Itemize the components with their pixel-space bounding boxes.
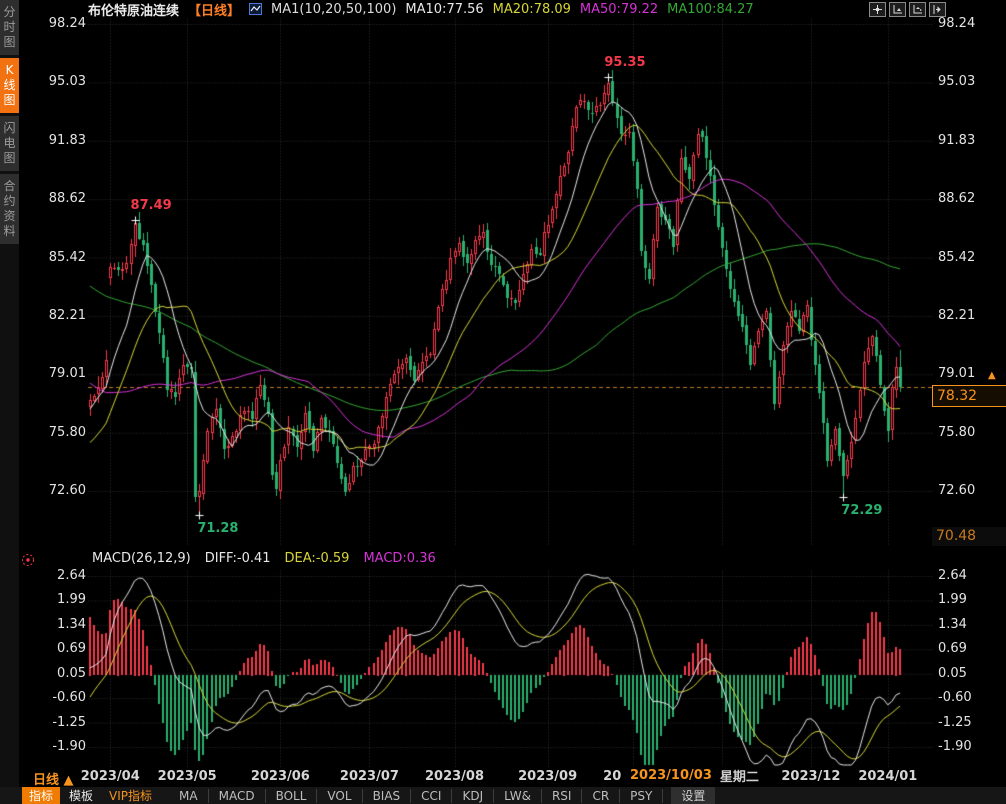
price-axis-label: 72.60 xyxy=(48,483,86,498)
bottom-tab-0[interactable]: 指标 xyxy=(22,787,61,804)
dea-value: DEA:-0.59 xyxy=(284,551,350,566)
price-axis-label: 88.62 xyxy=(938,191,976,207)
macd-axis-label: 1.99 xyxy=(57,592,86,608)
period-selector[interactable]: 日线 ▲ xyxy=(33,773,74,788)
bottom-tab-2[interactable]: VIP指标 xyxy=(109,789,153,803)
indicator-tab-macd[interactable]: MACD xyxy=(209,788,266,803)
chart-toolbar xyxy=(869,2,946,17)
price-axis-label: 79.01 xyxy=(48,366,86,382)
crosshair-icon[interactable] xyxy=(869,2,886,17)
line-chart-icon xyxy=(249,3,263,15)
macd-axis-label: -0.60 xyxy=(52,690,86,706)
indicator-tab-rsi[interactable]: RSI xyxy=(542,788,583,803)
macd-axis-label: 1.34 xyxy=(938,616,967,632)
month-label: 2023/05 xyxy=(157,769,217,784)
zoom-axis-icon[interactable] xyxy=(889,2,906,17)
month-label: 2023/06 xyxy=(250,769,310,784)
price-axis-label: 75.80 xyxy=(48,424,86,440)
ma-values: MA10:77.56 MA20:78.09 MA50:79.22 MA100:84.2… xyxy=(405,2,753,17)
macd-params-label[interactable]: MACD(26,12,9) xyxy=(92,551,191,566)
ma-value-2: MA50:79.22 xyxy=(579,1,659,17)
macd-axis-label: -1.25 xyxy=(52,714,86,730)
month-label: 2023/08 xyxy=(424,769,485,784)
sidebar-item-2[interactable]: 闪电图 xyxy=(0,116,19,171)
indicator-tab-kdj[interactable]: KDJ xyxy=(452,788,495,803)
macd-axis-label: -1.90 xyxy=(52,739,86,754)
ma-value-3: MA100:84.27 xyxy=(667,1,754,17)
macd-axis-label: 0.05 xyxy=(938,665,967,681)
price-axis-label: 75.80 xyxy=(938,424,976,440)
indicator-tab-vol[interactable]: VOL xyxy=(317,788,363,803)
macd-axis-label: 2.64 xyxy=(57,568,86,583)
price-axis-label: 82.21 xyxy=(48,307,86,323)
price-axis-label: 91.83 xyxy=(48,132,86,148)
current-price-box: 78.32 xyxy=(932,385,1006,407)
macd-axis-label: 1.99 xyxy=(938,592,967,608)
price-axis-label: 72.60 xyxy=(938,483,976,498)
indicator-tab-cr[interactable]: CR xyxy=(582,788,621,803)
indicator-tab-ma[interactable]: MA xyxy=(169,788,209,803)
macd-axis-label: -0.60 xyxy=(938,690,972,706)
month-label: 2023/07 xyxy=(339,769,399,784)
price-axis-label: 85.42 xyxy=(48,249,86,265)
macd-axis-label: -1.90 xyxy=(938,739,972,754)
month-label: 2023/04 xyxy=(80,769,140,784)
indicator-tab-psy[interactable]: PSY xyxy=(620,788,664,803)
indicator-tab-bias[interactable]: BIAS xyxy=(363,788,412,803)
pan-axis-icon[interactable] xyxy=(909,2,926,17)
indicator-settings-icon[interactable] xyxy=(20,552,36,572)
price-axis-label: 95.03 xyxy=(48,74,86,90)
ma-value-1: MA20:78.09 xyxy=(492,1,571,17)
month-label: 2024/01 xyxy=(858,769,918,784)
chart-title-bar: 布伦特原油连续 【日线】 MA1(10,20,50,100) MA10:77.5… xyxy=(88,1,754,19)
macd-axis-label: -1.25 xyxy=(938,714,972,730)
price-axis-label: 88.62 xyxy=(48,191,86,207)
bottom-tab-1[interactable]: 模板 xyxy=(69,789,94,803)
diff-value: DIFF:-0.41 xyxy=(204,551,271,566)
price-axis-label: 95.03 xyxy=(938,74,976,90)
price-axis-label: 91.83 xyxy=(938,132,976,148)
date-tooltip: 2023/10/03 星期二 xyxy=(622,766,767,785)
sidebar-item-1[interactable]: K线图 xyxy=(0,58,19,113)
macd-axis-label: 0.69 xyxy=(57,641,86,657)
low-price-annotation: 72.29 xyxy=(841,502,883,518)
macd-axis-label: 2.64 xyxy=(938,568,967,583)
low-price-annotation: 71.28 xyxy=(197,521,239,537)
indicator-tab-lw[interactable]: LW& xyxy=(494,788,542,803)
high-price-annotation: 95.35 xyxy=(604,54,646,70)
tooltip-date: 2023/10/03 xyxy=(630,768,712,783)
month-label: 2023/12 xyxy=(781,769,841,784)
month-label: 2023/09 xyxy=(518,769,578,784)
price-axis-label: 82.21 xyxy=(938,307,976,323)
current-price-arrow: ▲ xyxy=(988,370,996,381)
price-axis-label: 98.24 xyxy=(938,16,976,31)
chart-mode-sidebar: 分时图 K线图闪电图合约资料 xyxy=(0,0,19,804)
price-axis-label: 85.42 xyxy=(938,249,976,265)
ma-settings-label: MA1(10,20,50,100) xyxy=(271,1,397,17)
macd-axis-label: 1.34 xyxy=(57,616,86,632)
macd-axis-label: 0.69 xyxy=(938,641,967,657)
price-axis-label: 98.24 xyxy=(48,16,86,31)
symbol-name: 布伦特原油连续 xyxy=(88,3,180,19)
sidebar-item-0[interactable]: 分时图 xyxy=(0,0,19,55)
period-tag[interactable]: 【日线】 xyxy=(188,3,241,19)
high-price-annotation: 87.49 xyxy=(130,197,172,213)
chart-low-price-label: 70.48 xyxy=(932,527,1006,546)
indicator-tab-boll[interactable]: BOLL xyxy=(266,788,318,803)
price-axis-label: 79.01 xyxy=(938,366,976,382)
settings-tab[interactable]: 设置 xyxy=(671,787,716,804)
indicator-tab-cci[interactable]: CCI xyxy=(411,788,453,803)
macd-value: MACD:0.36 xyxy=(363,551,436,566)
indicator-tab-bar: 指标 模板 VIP指标 MA MACD BOLL VOL BIAS CCI KDJ LW& RSI CR… xyxy=(0,787,1006,804)
sidebar-item-3[interactable]: 合约资料 xyxy=(0,174,19,244)
shift-right-icon[interactable] xyxy=(929,2,946,17)
macd-header: MACD(26,12,9) DIFF:-0.41 DEA:-0.59 MACD:… xyxy=(92,551,436,566)
ma-value-0: MA10:77.56 xyxy=(405,1,484,17)
macd-axis-label: 0.05 xyxy=(57,665,86,681)
tooltip-weekday: 星期二 xyxy=(719,770,759,785)
